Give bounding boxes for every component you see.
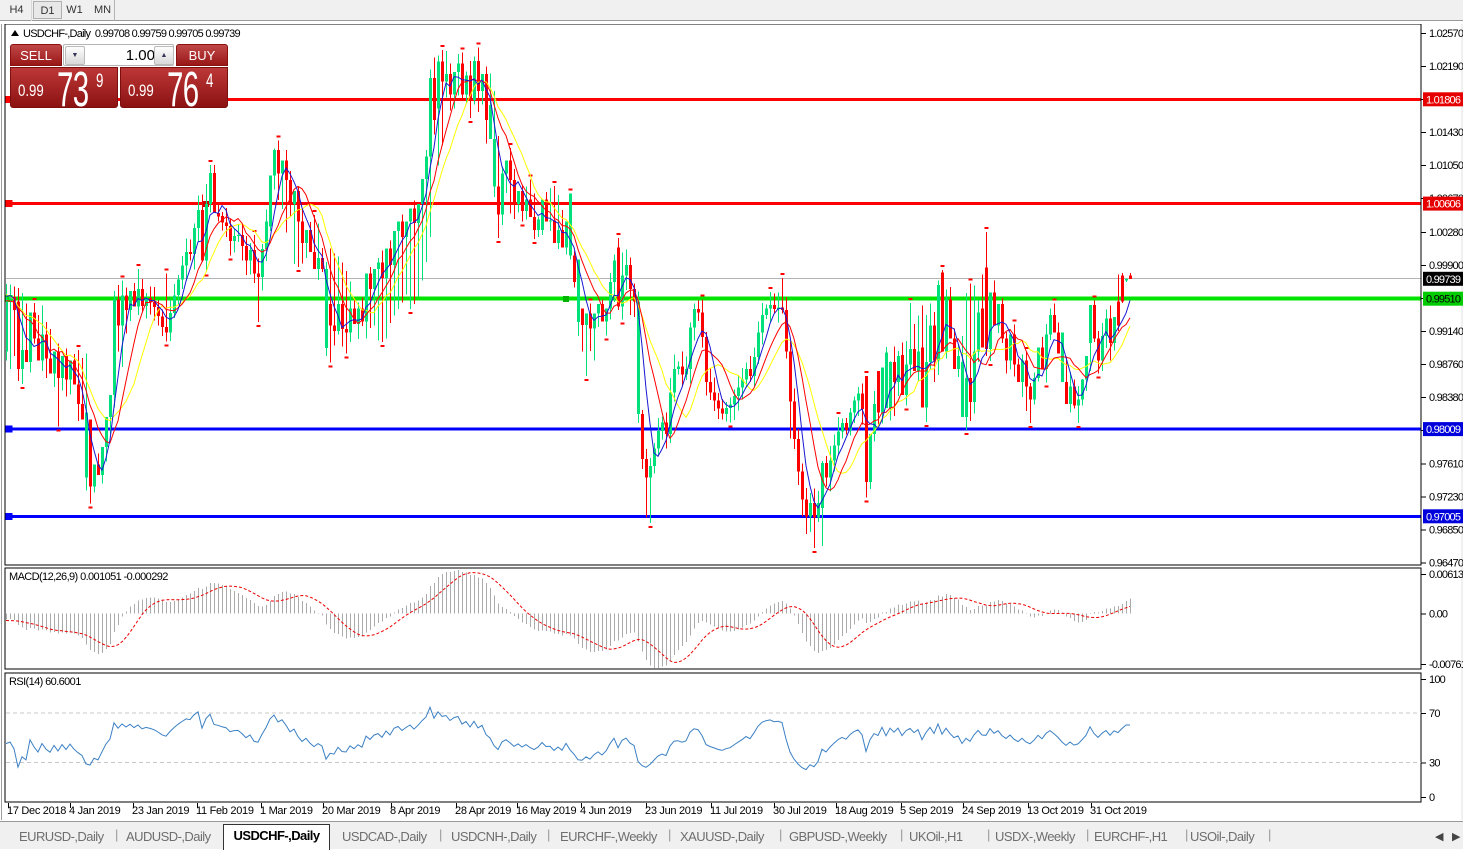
svg-text:0.97005: 0.97005 <box>1426 511 1461 523</box>
svg-text:20 Mar 2019: 20 Mar 2019 <box>322 805 381 817</box>
svg-text:16 May 2019: 16 May 2019 <box>516 805 576 817</box>
svg-text:0.00613: 0.00613 <box>1429 569 1463 581</box>
svg-text:1.02570: 1.02570 <box>1429 28 1463 40</box>
svg-text:0.97230: 0.97230 <box>1429 492 1463 504</box>
svg-text:0: 0 <box>1429 792 1435 804</box>
svg-text:0.99510: 0.99510 <box>1426 294 1461 306</box>
svg-text:0.96470: 0.96470 <box>1429 558 1463 570</box>
svg-text:100: 100 <box>1429 674 1446 686</box>
svg-text:0.98760: 0.98760 <box>1429 359 1463 371</box>
svg-text:0.99140: 0.99140 <box>1429 326 1463 338</box>
svg-text:5 Sep 2019: 5 Sep 2019 <box>900 805 953 817</box>
svg-text:28 Apr 2019: 28 Apr 2019 <box>455 805 511 817</box>
svg-text:30 Jul 2019: 30 Jul 2019 <box>773 805 827 817</box>
svg-text:0.98009: 0.98009 <box>1426 424 1461 436</box>
svg-text:0.97610: 0.97610 <box>1429 459 1463 471</box>
svg-text:23 Jun 2019: 23 Jun 2019 <box>645 805 702 817</box>
svg-text:17 Dec 2018: 17 Dec 2018 <box>7 805 66 817</box>
svg-text:0.00: 0.00 <box>1429 609 1448 621</box>
svg-text:23 Jan 2019: 23 Jan 2019 <box>132 805 189 817</box>
svg-text:11 Jul 2019: 11 Jul 2019 <box>710 805 763 817</box>
svg-text:0.99900: 0.99900 <box>1429 260 1463 272</box>
svg-text:0.98380: 0.98380 <box>1429 392 1463 404</box>
svg-text:0.99739: 0.99739 <box>1426 274 1461 286</box>
svg-text:8 Apr 2019: 8 Apr 2019 <box>390 805 440 817</box>
svg-text:18 Aug 2019: 18 Aug 2019 <box>835 805 894 817</box>
svg-text:4 Jan 2019: 4 Jan 2019 <box>69 805 121 817</box>
svg-text:1.00606: 1.00606 <box>1426 199 1461 211</box>
svg-text:1.02190: 1.02190 <box>1429 61 1463 73</box>
svg-text:-0.0076128: -0.0076128 <box>1429 659 1463 671</box>
svg-text:13 Oct 2019: 13 Oct 2019 <box>1027 805 1084 817</box>
svg-text:4 Jun 2019: 4 Jun 2019 <box>580 805 632 817</box>
svg-text:1.01050: 1.01050 <box>1429 160 1463 172</box>
svg-text:70: 70 <box>1429 708 1440 720</box>
svg-text:USDCHF-,Daily 0.99708 0.99759: USDCHF-,Daily 0.99708 0.99759 0.99705 0.… <box>23 28 240 40</box>
svg-text:31 Oct 2019: 31 Oct 2019 <box>1090 805 1147 817</box>
svg-text:1.01806: 1.01806 <box>1426 94 1461 106</box>
svg-text:1.01430: 1.01430 <box>1429 127 1463 139</box>
svg-text:24 Sep 2019: 24 Sep 2019 <box>962 805 1021 817</box>
svg-text:MACD(12,26,9) 0.001051 -0.0002: MACD(12,26,9) 0.001051 -0.000292 <box>9 571 168 583</box>
svg-text:1 Mar 2019: 1 Mar 2019 <box>260 805 313 817</box>
svg-text:30: 30 <box>1429 757 1440 769</box>
svg-text:11 Feb 2019: 11 Feb 2019 <box>196 805 254 817</box>
svg-text:0.96850: 0.96850 <box>1429 525 1463 537</box>
svg-text:RSI(14) 60.6001: RSI(14) 60.6001 <box>9 676 81 688</box>
svg-text:1.00280: 1.00280 <box>1429 227 1463 239</box>
